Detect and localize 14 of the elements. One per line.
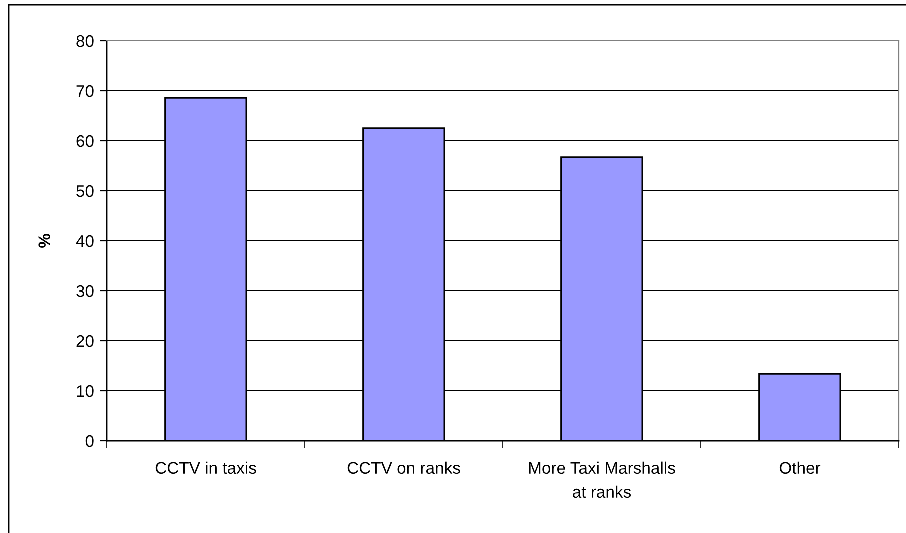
y-tick-label: 80 xyxy=(76,35,94,48)
x-tick-label: More Taxi Marshalls at ranks xyxy=(529,462,676,498)
y-tick-label: 10 xyxy=(77,385,94,398)
y-tick-label: 60 xyxy=(76,135,94,148)
x-tick-label: CCTV in taxis xyxy=(156,462,256,474)
y-tick-label: 50 xyxy=(76,185,94,198)
y-tick-label: 30 xyxy=(76,285,94,298)
y-axis-title: % xyxy=(38,234,50,248)
y-tick-label: 70 xyxy=(76,85,94,98)
y-tick-label: 20 xyxy=(76,335,94,348)
x-tick-label: CCTV on ranks xyxy=(348,462,460,474)
x-tick-label: Other xyxy=(780,462,821,474)
y-tick-label: 0 xyxy=(86,435,94,448)
y-tick-label: 40 xyxy=(76,235,94,248)
